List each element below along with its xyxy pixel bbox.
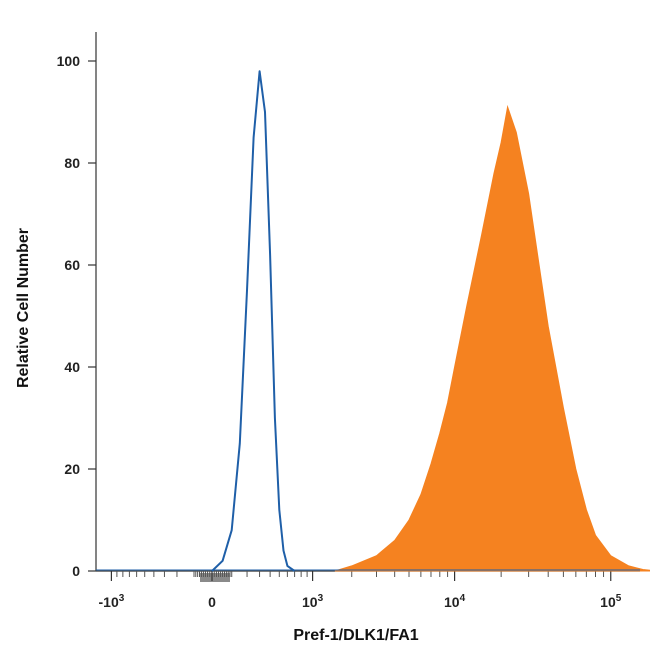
x-axis: -103 0 103 104 105 [96, 570, 640, 610]
y-tick-label: 40 [64, 359, 80, 375]
y-tick-label: 80 [64, 155, 80, 171]
series-layer [96, 70, 650, 572]
x-axis-zero-band [200, 573, 230, 582]
y-tick-label: 20 [64, 461, 80, 477]
y-axis: 0 20 40 60 80 100 [57, 32, 97, 579]
x-tick-label: -103 [99, 593, 125, 610]
x-tick-label: 104 [444, 593, 466, 610]
y-tick-label: 0 [72, 563, 80, 579]
x-tick-label: 105 [600, 593, 622, 610]
y-axis-title: Relative Cell Number [15, 228, 32, 388]
histogram-outline-series [211, 70, 296, 572]
y-tick-label: 100 [57, 53, 81, 69]
x-tick-label: 0 [208, 594, 216, 610]
x-axis-title: Pref-1/DLK1/FA1 [293, 627, 418, 644]
histogram-filled-series [334, 104, 650, 572]
x-tick-label: 103 [302, 593, 324, 610]
y-tick-label: 60 [64, 257, 80, 273]
